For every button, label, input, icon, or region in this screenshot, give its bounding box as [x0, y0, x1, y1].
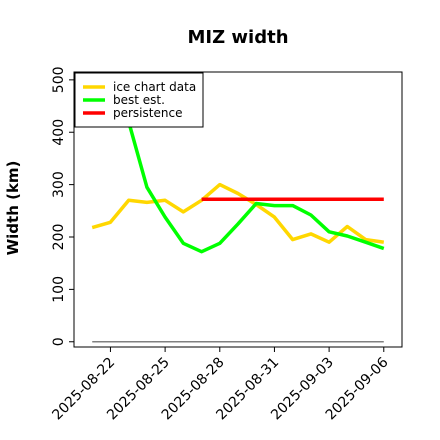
y-tick-label-4: 400 [51, 119, 67, 146]
y-tick-label-2: 200 [51, 224, 67, 251]
series-line-0 [91, 182, 385, 244]
y-tick-label-1: 100 [51, 276, 67, 303]
legend-entry-2: persistence [113, 106, 182, 120]
y-axis-label: Width (km) [4, 161, 22, 256]
chart-title: MIZ width [187, 27, 288, 48]
legend-entry-1: best est. [113, 93, 165, 107]
y-tick-label-3: 300 [51, 171, 67, 198]
plot-frame [73, 71, 403, 348]
y-tick-label-0: 0 [51, 337, 67, 346]
series-line-1 [108, 79, 385, 254]
legend-entry-0: ice chart data [113, 80, 196, 94]
y-tick-label-5: 500 [51, 66, 67, 93]
